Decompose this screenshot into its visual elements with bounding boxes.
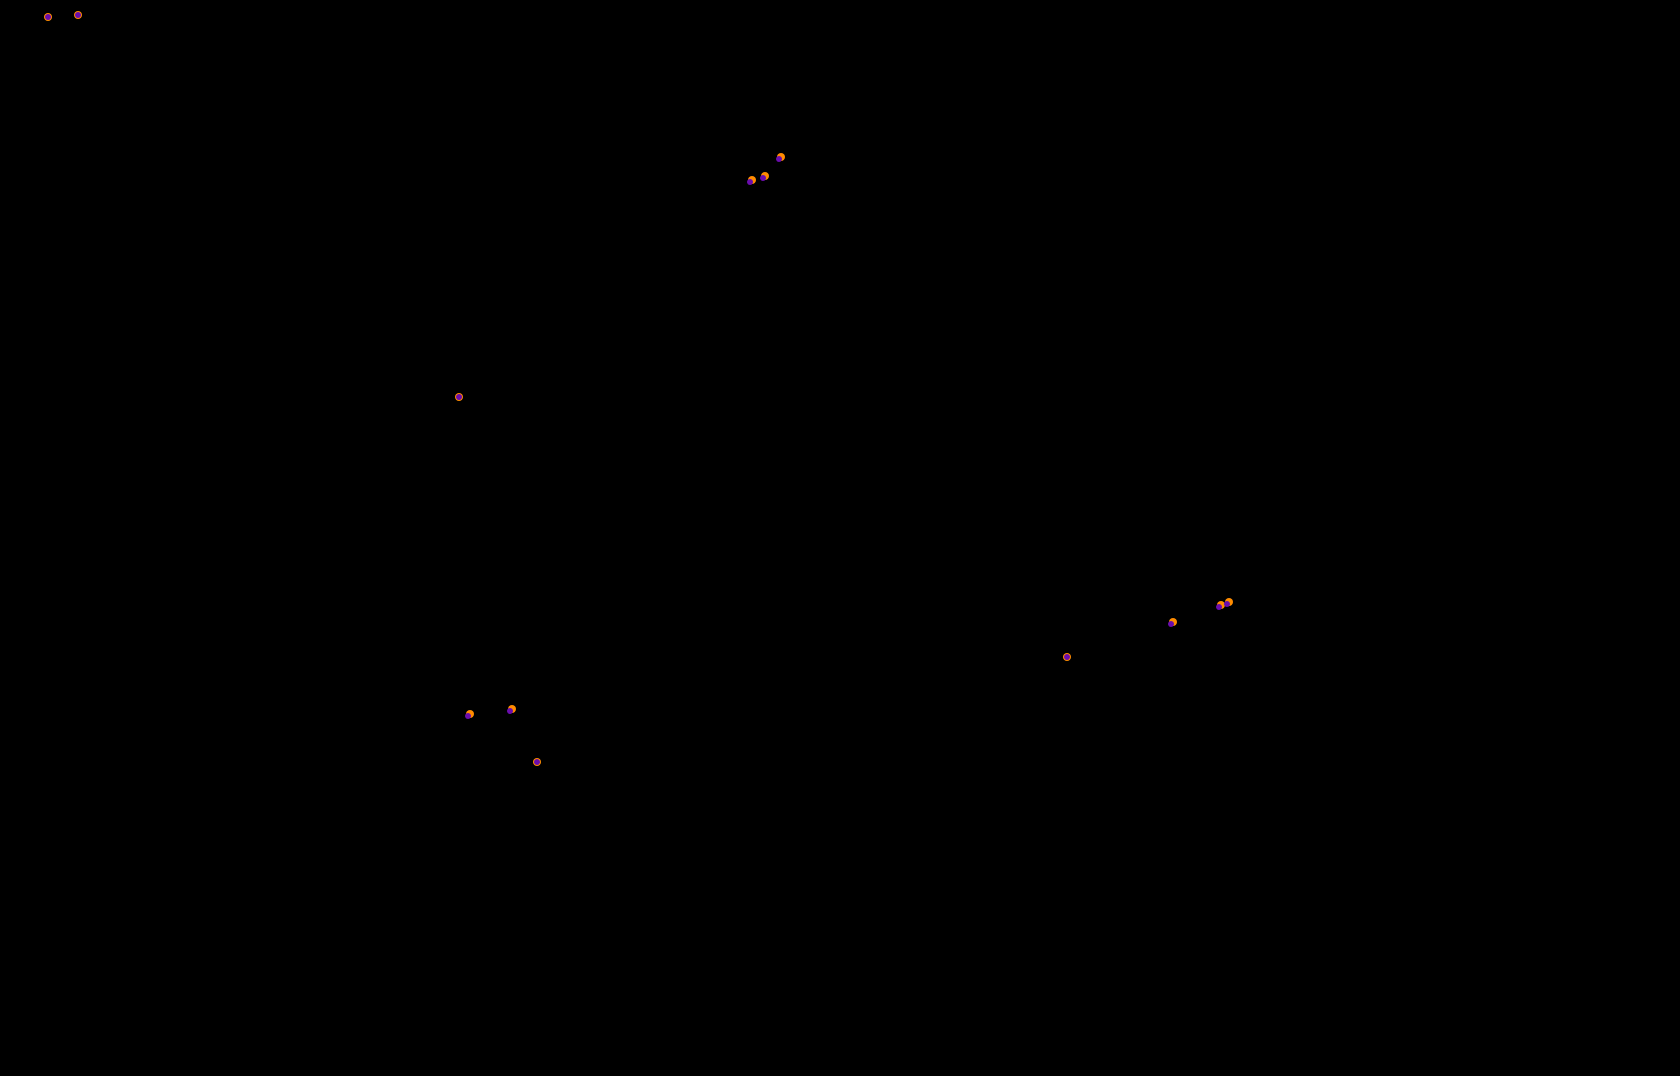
data-point: [747, 179, 753, 185]
plot-background: [0, 0, 1680, 1076]
data-point: [465, 713, 471, 719]
data-point: [1224, 601, 1230, 607]
data-point: [1168, 621, 1174, 627]
data-point: [456, 394, 462, 400]
data-point: [45, 14, 51, 20]
data-point: [534, 759, 540, 765]
data-point: [776, 156, 782, 162]
data-point: [1064, 654, 1070, 660]
data-point: [760, 175, 766, 181]
data-point: [1216, 604, 1222, 610]
scatter-plot: [0, 0, 1680, 1076]
data-point: [75, 12, 81, 18]
data-point: [507, 708, 513, 714]
